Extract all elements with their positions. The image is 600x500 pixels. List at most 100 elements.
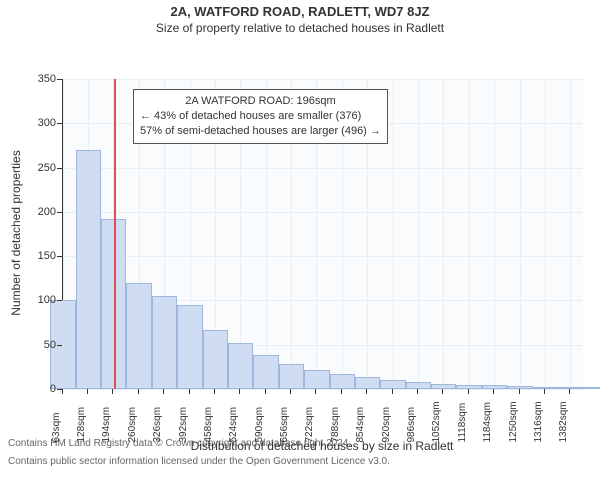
xtick-mark xyxy=(112,389,113,394)
xtick-label: 128sqm xyxy=(76,403,87,443)
histogram-bar xyxy=(152,296,177,389)
ytick-mark xyxy=(57,123,62,124)
xtick-mark xyxy=(87,389,88,394)
plot-area: 2A WATFORD ROAD: 196sqm← 43% of detached… xyxy=(62,79,583,390)
ytick-mark xyxy=(57,345,62,346)
histogram-bar xyxy=(482,385,507,389)
histogram-bar xyxy=(431,384,456,389)
xtick-mark xyxy=(468,389,469,394)
xtick-mark xyxy=(341,389,342,394)
gridline-vertical xyxy=(469,79,470,389)
xtick-mark xyxy=(442,389,443,394)
gridline-horizontal xyxy=(63,168,583,169)
xtick-label: 1118sqm xyxy=(457,403,468,443)
xtick-label: 260sqm xyxy=(127,403,138,443)
histogram-bar xyxy=(126,283,151,389)
xtick-label: 194sqm xyxy=(101,403,112,443)
ytick-label: 350 xyxy=(30,73,56,85)
xtick-label: 326sqm xyxy=(152,403,163,443)
xtick-mark xyxy=(265,389,266,394)
histogram-bar xyxy=(203,330,228,389)
histogram-bar xyxy=(76,150,101,389)
xtick-label: 722sqm xyxy=(304,403,315,443)
xtick-label: 392sqm xyxy=(178,403,189,443)
xtick-mark xyxy=(62,389,63,394)
histogram-bar xyxy=(380,380,405,389)
callout-line: ← 43% of detached houses are smaller (37… xyxy=(140,109,381,124)
histogram-bar xyxy=(304,370,329,389)
histogram-bar xyxy=(355,377,380,389)
xtick-label: 1250sqm xyxy=(508,403,519,443)
xtick-mark xyxy=(163,389,164,394)
xtick-mark xyxy=(417,389,418,394)
xtick-label: 63sqm xyxy=(51,403,62,443)
histogram-bar xyxy=(279,364,304,389)
histogram-bar xyxy=(533,387,558,389)
callout-line: 57% of semi-detached houses are larger (… xyxy=(140,124,381,139)
histogram-bar xyxy=(330,374,355,389)
chart-container: 2A WATFORD ROAD: 196sqm← 43% of detached… xyxy=(0,35,600,435)
xtick-mark xyxy=(214,389,215,394)
page-subtitle: Size of property relative to detached ho… xyxy=(0,21,600,35)
xtick-label: 524sqm xyxy=(228,403,239,443)
ytick-label: 300 xyxy=(30,117,56,129)
ytick-mark xyxy=(57,168,62,169)
gridline-vertical xyxy=(494,79,495,389)
histogram-bar xyxy=(177,305,202,389)
xtick-mark xyxy=(569,389,570,394)
xtick-label: 854sqm xyxy=(355,403,366,443)
histogram-bar xyxy=(456,385,481,389)
gridline-vertical xyxy=(418,79,419,389)
histogram-bar xyxy=(253,355,278,389)
page-title: 2A, WATFORD ROAD, RADLETT, WD7 8JZ xyxy=(0,4,600,19)
gridline-vertical xyxy=(443,79,444,389)
histogram-bar xyxy=(558,387,583,389)
xtick-mark xyxy=(290,389,291,394)
xtick-label: 1052sqm xyxy=(431,403,442,443)
xtick-mark xyxy=(366,389,367,394)
xtick-label: 590sqm xyxy=(254,403,265,443)
ytick-label: 50 xyxy=(30,339,56,351)
ytick-mark xyxy=(57,300,62,301)
x-axis-label: Distribution of detached houses by size … xyxy=(62,439,582,453)
marker-line xyxy=(114,79,116,389)
gridline-horizontal xyxy=(63,256,583,257)
ytick-mark xyxy=(57,212,62,213)
xtick-label: 1184sqm xyxy=(482,403,493,443)
xtick-mark xyxy=(138,389,139,394)
xtick-label: 986sqm xyxy=(406,403,417,443)
xtick-mark xyxy=(392,389,393,394)
gridline-vertical xyxy=(520,79,521,389)
xtick-label: 458sqm xyxy=(203,403,214,443)
ytick-label: 0 xyxy=(30,383,56,395)
xtick-mark xyxy=(315,389,316,394)
gridline-vertical xyxy=(545,79,546,389)
ytick-label: 150 xyxy=(30,250,56,262)
gridline-vertical xyxy=(393,79,394,389)
ytick-mark xyxy=(57,256,62,257)
histogram-bar xyxy=(228,343,253,389)
xtick-label: 920sqm xyxy=(381,403,392,443)
gridline-vertical xyxy=(570,79,571,389)
ytick-label: 250 xyxy=(30,162,56,174)
xtick-mark xyxy=(544,389,545,394)
footnote-line-2: Contains public sector information licen… xyxy=(0,453,600,471)
xtick-mark xyxy=(239,389,240,394)
xtick-mark xyxy=(189,389,190,394)
histogram-bar xyxy=(507,386,532,389)
histogram-bar xyxy=(583,387,600,389)
y-axis-label: Number of detached properties xyxy=(9,123,23,343)
ytick-mark xyxy=(57,79,62,80)
xtick-mark xyxy=(493,389,494,394)
xtick-label: 1382sqm xyxy=(558,403,569,443)
gridline-horizontal xyxy=(63,79,583,80)
xtick-label: 1316sqm xyxy=(533,403,544,443)
ytick-label: 200 xyxy=(30,206,56,218)
xtick-label: 788sqm xyxy=(330,403,341,443)
histogram-bar xyxy=(406,382,431,389)
gridline-horizontal xyxy=(63,389,583,390)
xtick-label: 656sqm xyxy=(279,403,290,443)
xtick-mark xyxy=(519,389,520,394)
callout-box: 2A WATFORD ROAD: 196sqm← 43% of detached… xyxy=(133,89,388,144)
gridline-horizontal xyxy=(63,212,583,213)
